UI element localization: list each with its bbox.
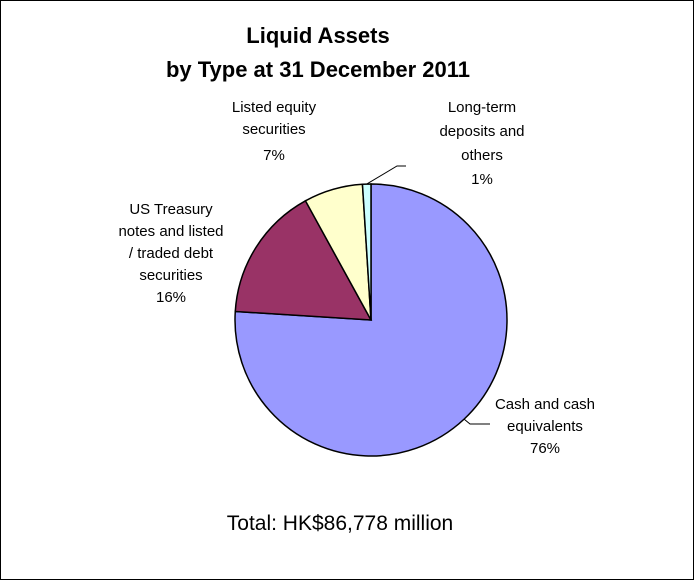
slice-name-treasury-line-4: securities — [139, 267, 202, 284]
slice-label-cash: Cash and cash equivalents 76% — [495, 396, 595, 457]
slice-name-treasury-line-2: notes and listed — [118, 223, 223, 240]
slice-name-treasury-line-3: / traded debt — [129, 245, 214, 262]
leader-lines — [366, 165, 490, 425]
leader-line-deposits — [366, 165, 406, 185]
slice-percent-cash: 76% — [530, 440, 560, 457]
total-footer: Total: HK$86,778 million — [227, 512, 453, 535]
slice-percent-equity: 7% — [263, 147, 285, 164]
pie-slices — [234, 183, 508, 457]
slice-percent-treasury: 16% — [156, 289, 186, 306]
slice-name-cash-line-1: Cash and cash — [495, 396, 595, 413]
slice-label-treasury: US Treasury notes and listed / traded de… — [118, 201, 223, 306]
slice-name-equity-line-2: securities — [242, 121, 305, 138]
slice-name-deposits-line-1: Long-term — [448, 99, 516, 116]
leader-line-cash — [463, 418, 490, 425]
slice-name-equity-line-1: Listed equity — [232, 99, 317, 116]
pie-slice-treasury — [234, 199, 373, 321]
slice-label-deposits: Long-term deposits and others 1% — [439, 99, 524, 188]
pie-chart: Liquid Assets by Type at 31 December 201… — [118, 23, 595, 535]
slice-name-cash-line-2: equivalents — [507, 418, 583, 435]
slice-percent-deposits: 1% — [471, 171, 493, 188]
slice-name-treasury-line-1: US Treasury — [129, 201, 213, 218]
chart-title-line-1: Liquid Assets — [246, 23, 389, 48]
slice-name-deposits-line-3: others — [461, 147, 503, 164]
chart-title-line-2: by Type at 31 December 2011 — [166, 57, 470, 82]
slice-label-equity: Listed equity securities 7% — [232, 99, 317, 164]
slice-name-deposits-line-2: deposits and — [439, 123, 524, 140]
